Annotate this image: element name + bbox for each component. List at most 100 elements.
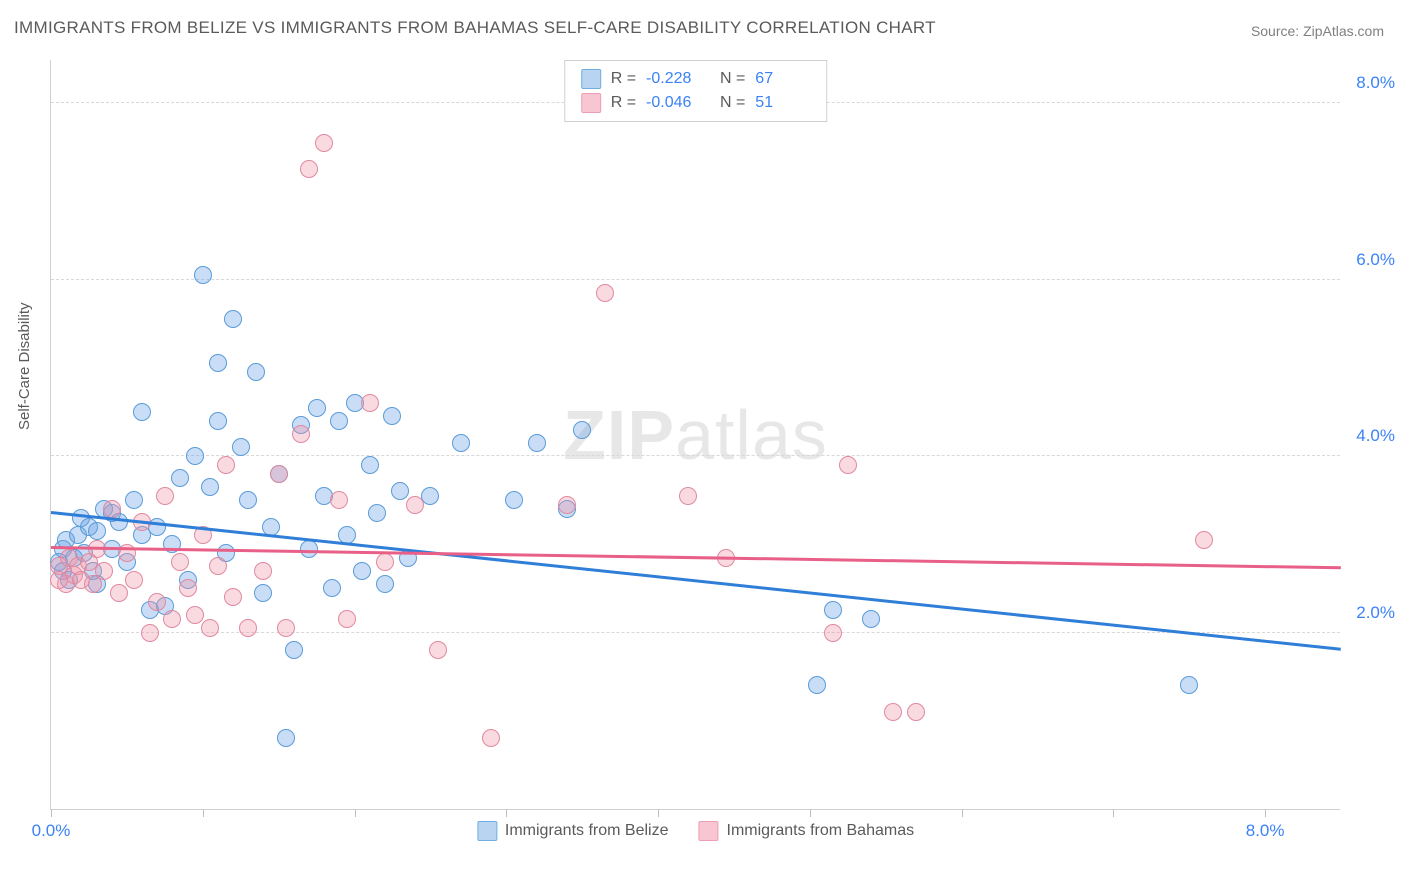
- scatter-point: [179, 579, 197, 597]
- scatter-point: [679, 487, 697, 505]
- scatter-point: [1195, 531, 1213, 549]
- scatter-point: [254, 562, 272, 580]
- scatter-point: [232, 438, 250, 456]
- scatter-point: [824, 601, 842, 619]
- scatter-point: [452, 434, 470, 452]
- y-tick-label: 4.0%: [1356, 426, 1395, 446]
- trend-line: [51, 546, 1341, 569]
- scatter-point: [194, 266, 212, 284]
- scatter-point: [224, 310, 242, 328]
- scatter-point: [125, 571, 143, 589]
- x-tick-mark: [51, 809, 52, 817]
- bottom-legend: Immigrants from Belize Immigrants from Ba…: [477, 821, 914, 841]
- scatter-point: [186, 447, 204, 465]
- scatter-point: [429, 641, 447, 659]
- scatter-point: [308, 399, 326, 417]
- legend-swatch: [581, 69, 601, 89]
- scatter-point: [254, 584, 272, 602]
- stat-r-value: -0.046: [646, 94, 701, 112]
- scatter-point: [103, 500, 121, 518]
- scatter-point: [110, 584, 128, 602]
- scatter-point: [239, 491, 257, 509]
- y-axis-label: Self-Care Disability: [16, 302, 33, 430]
- x-tick-mark: [506, 809, 507, 817]
- scatter-point: [171, 469, 189, 487]
- x-tick-mark: [355, 809, 356, 817]
- scatter-point: [884, 703, 902, 721]
- scatter-point: [88, 522, 106, 540]
- scatter-point: [217, 456, 235, 474]
- scatter-point: [239, 619, 257, 637]
- scatter-point: [862, 610, 880, 628]
- stat-n-label: N =: [711, 94, 745, 112]
- stats-legend-box: R = -0.228 N = 67R = -0.046 N = 51: [564, 60, 828, 122]
- scatter-point: [156, 487, 174, 505]
- x-tick-label: 8.0%: [1246, 821, 1285, 841]
- x-tick-mark: [962, 809, 963, 817]
- scatter-point: [209, 412, 227, 430]
- scatter-point: [368, 504, 386, 522]
- scatter-point: [596, 284, 614, 302]
- scatter-point: [141, 624, 159, 642]
- scatter-point: [277, 729, 295, 747]
- scatter-point: [361, 394, 379, 412]
- stat-n-value: 67: [755, 70, 810, 88]
- scatter-point: [323, 579, 341, 597]
- scatter-point: [361, 456, 379, 474]
- scatter-point: [300, 160, 318, 178]
- scatter-point: [907, 703, 925, 721]
- scatter-point: [277, 619, 295, 637]
- scatter-point: [125, 491, 143, 509]
- scatter-point: [209, 557, 227, 575]
- scatter-point: [376, 553, 394, 571]
- y-tick-label: 2.0%: [1356, 603, 1395, 623]
- legend-item: Immigrants from Belize: [477, 821, 669, 841]
- scatter-point: [163, 535, 181, 553]
- legend-swatch: [698, 821, 718, 841]
- y-tick-label: 6.0%: [1356, 250, 1395, 270]
- source-prefix: Source:: [1251, 23, 1303, 39]
- scatter-point: [201, 478, 219, 496]
- scatter-point: [353, 562, 371, 580]
- x-tick-mark: [1265, 809, 1266, 817]
- scatter-point: [201, 619, 219, 637]
- scatter-point: [315, 134, 333, 152]
- scatter-point: [505, 491, 523, 509]
- scatter-point: [224, 588, 242, 606]
- stat-n-value: 51: [755, 94, 810, 112]
- source-link[interactable]: ZipAtlas.com: [1303, 23, 1384, 39]
- x-tick-label: 0.0%: [32, 821, 71, 841]
- scatter-point: [285, 641, 303, 659]
- scatter-point: [839, 456, 857, 474]
- stat-r-value: -0.228: [646, 70, 701, 88]
- stats-row: R = -0.046 N = 51: [581, 91, 811, 115]
- scatter-point: [558, 496, 576, 514]
- x-tick-mark: [1113, 809, 1114, 817]
- source-attribution: Source: ZipAtlas.com: [1251, 23, 1384, 39]
- scatter-point: [186, 606, 204, 624]
- scatter-point: [292, 425, 310, 443]
- gridline: [51, 279, 1340, 280]
- chart-title: IMMIGRANTS FROM BELIZE VS IMMIGRANTS FRO…: [14, 18, 936, 38]
- scatter-point: [528, 434, 546, 452]
- scatter-point: [50, 571, 68, 589]
- x-tick-mark: [810, 809, 811, 817]
- scatter-point: [171, 553, 189, 571]
- scatter-point: [330, 491, 348, 509]
- x-tick-mark: [658, 809, 659, 817]
- scatter-point: [148, 593, 166, 611]
- y-tick-label: 8.0%: [1356, 73, 1395, 93]
- scatter-point: [133, 403, 151, 421]
- scatter-point: [383, 407, 401, 425]
- stats-row: R = -0.228 N = 67: [581, 67, 811, 91]
- watermark-rest: atlas: [675, 396, 828, 474]
- scatter-point: [406, 496, 424, 514]
- scatter-point: [482, 729, 500, 747]
- stat-r-label: R =: [611, 94, 636, 112]
- scatter-point: [376, 575, 394, 593]
- scatter-point: [247, 363, 265, 381]
- stat-n-label: N =: [711, 70, 745, 88]
- scatter-point: [1180, 676, 1198, 694]
- legend-label: Immigrants from Bahamas: [726, 822, 914, 840]
- legend-swatch: [477, 821, 497, 841]
